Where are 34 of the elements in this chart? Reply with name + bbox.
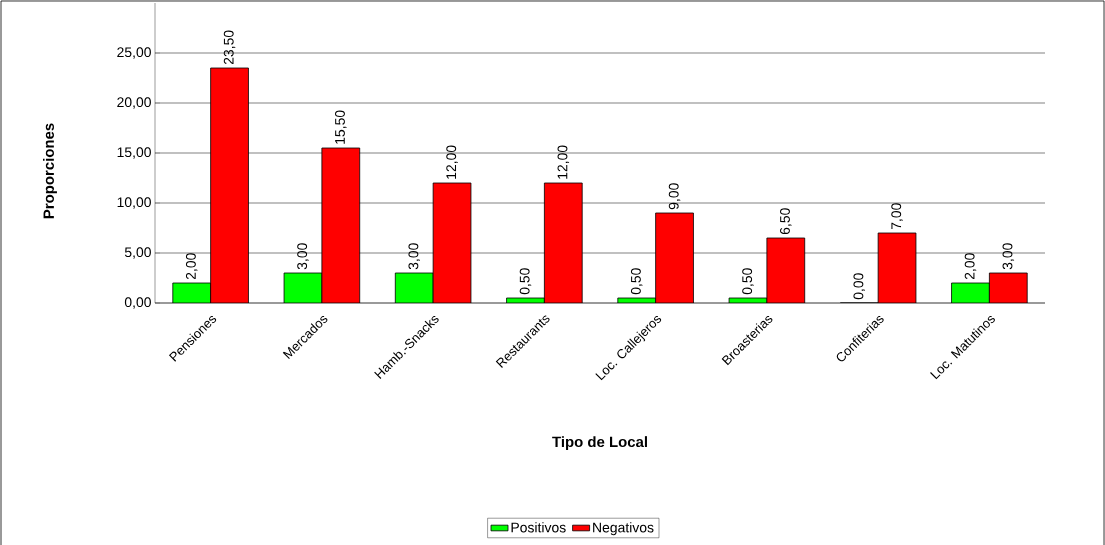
bar: [766, 237, 806, 303]
data-label: 2,00: [185, 253, 198, 280]
legend-label: Positivos: [511, 522, 566, 533]
bar: [988, 272, 1028, 303]
data-label: 12,00: [557, 145, 570, 179]
data-label: 23,50: [223, 30, 236, 65]
data-label: 15,50: [335, 110, 347, 144]
bar: [655, 213, 694, 303]
y-tick-label: 0,00: [124, 297, 151, 309]
bar: [210, 67, 249, 303]
y-tick-label: 15,00: [117, 147, 151, 159]
data-label: 3,00: [1002, 243, 1015, 270]
y-tick-label: 20,00: [117, 97, 151, 109]
data-label: 0,50: [519, 268, 532, 295]
y-tick-label: 5,00: [124, 247, 151, 259]
data-label: 6,50: [780, 208, 792, 235]
x-axis-title: Tipo de Local: [552, 436, 647, 451]
y-tick-label: 10,00: [117, 197, 151, 209]
data-label: 0,50: [742, 268, 754, 295]
data-label: 7,00: [891, 203, 903, 230]
data-label: 0,50: [630, 268, 643, 295]
bar: [877, 232, 917, 303]
y-tick-label: 25,00: [117, 47, 151, 59]
data-label: 12,00: [446, 145, 458, 179]
bar: [432, 182, 472, 303]
data-label: 9,00: [668, 183, 681, 210]
data-label: 3,00: [408, 243, 420, 270]
data-label: 0,00: [853, 273, 865, 300]
bar: [321, 147, 361, 303]
legend-label: Negativos: [593, 522, 654, 536]
data-label: 2,00: [964, 253, 977, 280]
data-label: 3,00: [297, 243, 309, 270]
y-axis-title: Proporciones: [43, 123, 57, 219]
bar: [543, 182, 583, 303]
